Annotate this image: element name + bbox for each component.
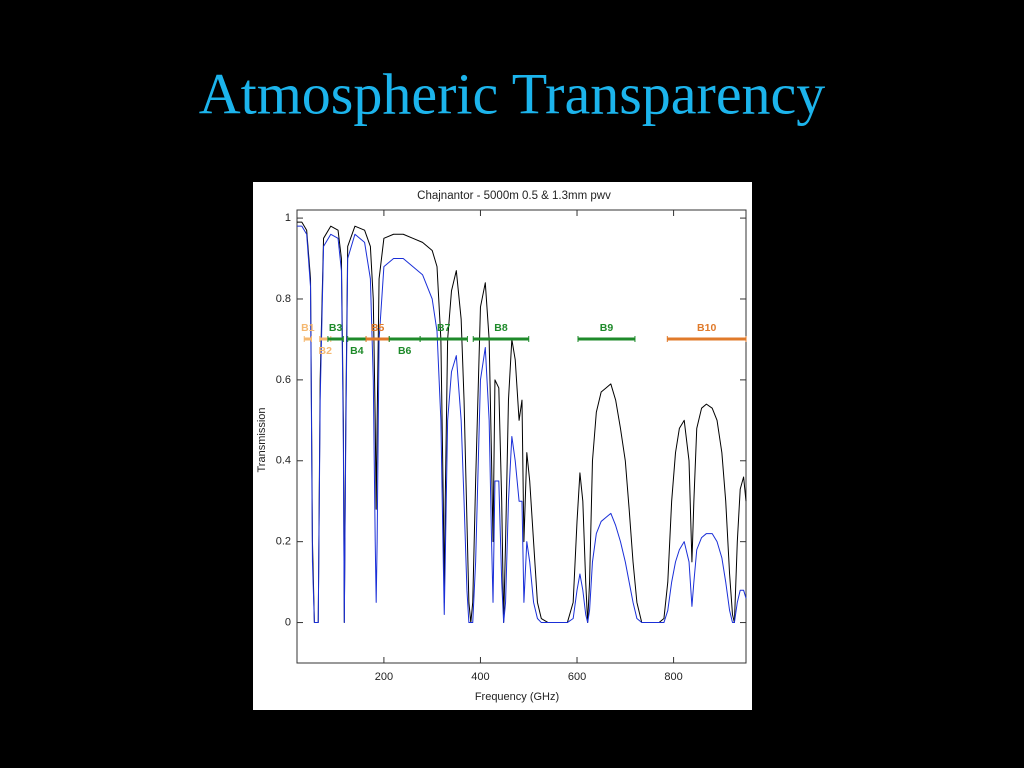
x-tick-label: 400	[471, 671, 489, 683]
x-tick-label: 800	[664, 671, 682, 683]
plot-frame	[296, 209, 747, 664]
y-tick-label: 0.2	[276, 536, 291, 548]
x-tick-label: 200	[375, 671, 393, 683]
band-label: B8	[494, 322, 508, 334]
band-label: B10	[697, 322, 716, 334]
chart-background	[253, 182, 752, 710]
y-tick-label: 0	[285, 616, 291, 628]
band-label: B6	[398, 345, 412, 357]
chart-title: Chajnantor - 5000m 0.5 & 1.3mm pwv	[417, 190, 611, 202]
x-axis-label: Frequency (GHz)	[475, 691, 559, 703]
y-tick-label: 1	[285, 212, 291, 224]
band-label: B5	[371, 322, 385, 334]
y-axis-label: Transmission	[256, 408, 268, 473]
band-label: B9	[600, 322, 614, 334]
y-tick-label: 0.8	[276, 293, 291, 305]
y-tick-label: 0.4	[276, 455, 291, 467]
band-label: B4	[350, 345, 364, 357]
y-tick-label: 0.6	[276, 374, 291, 386]
x-tick-label: 600	[568, 671, 586, 683]
band-label: B7	[437, 322, 451, 334]
transmission-line	[297, 225, 747, 624]
band-label: B1	[301, 322, 315, 334]
slide-title: Atmospheric Transparency	[199, 61, 826, 126]
band-label: B3	[329, 322, 343, 334]
band-label: B2	[319, 345, 333, 357]
